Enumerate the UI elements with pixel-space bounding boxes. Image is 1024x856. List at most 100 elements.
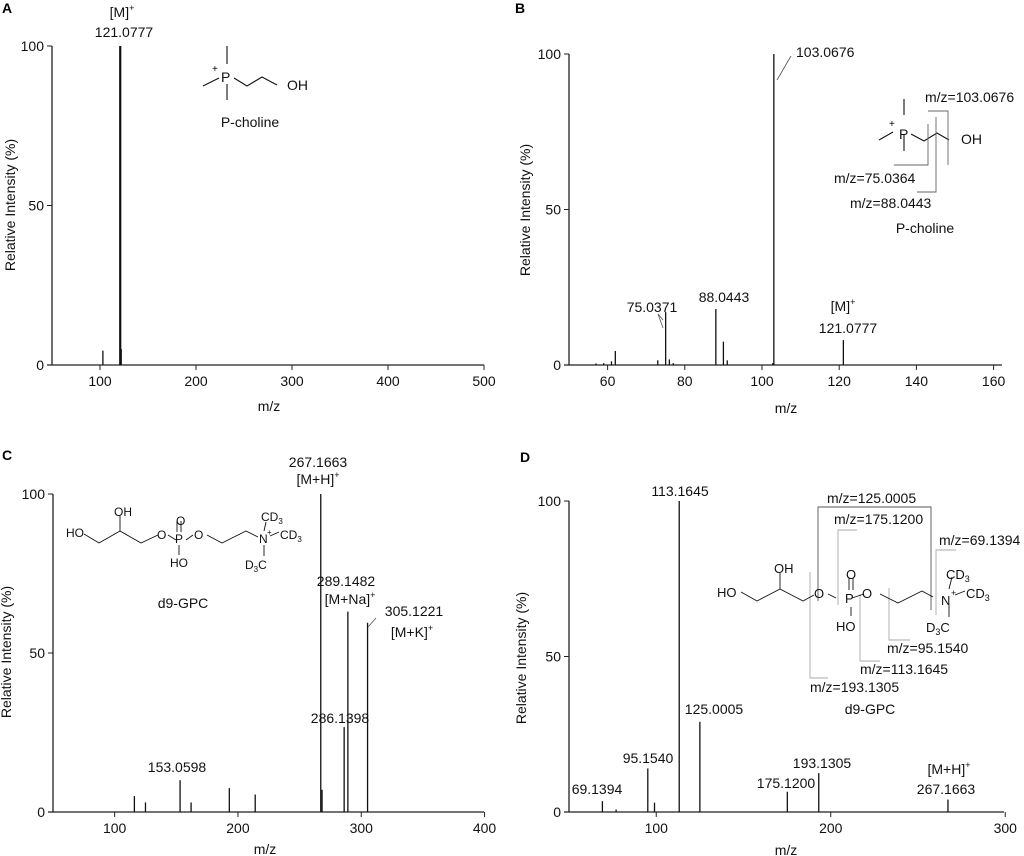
panel-letter-c: C: [2, 447, 12, 463]
panel-letter-a: A: [2, 0, 12, 16]
y-tick-label: 100: [538, 46, 562, 62]
y-axis-label-c: Relative Intensity (%): [0, 586, 14, 718]
y-tick-label: 100: [22, 486, 46, 502]
fragment-label-75-b: m/z=75.0364: [834, 170, 916, 186]
svg-text:OH: OH: [774, 561, 794, 576]
fragment-label-125-d: m/z=125.0005: [827, 490, 916, 506]
fragment-brackets-d: [809, 506, 956, 679]
svg-text:CD3: CD3: [261, 510, 283, 526]
spectrum-panel-a: 0 50 100 100 200 300 400 500: [21, 38, 496, 389]
compound-label-a: P-choline: [221, 114, 280, 130]
y-tick-label: 0: [37, 804, 45, 820]
leader-line-103-b: [776, 55, 792, 81]
peak-label-95-d: 95.1540: [623, 750, 674, 766]
fragment-label-88-b: m/z=88.0443: [850, 195, 932, 211]
fragment-label-95-d: m/z=95.1540: [887, 640, 969, 656]
peak-label-75-b: 75.0371: [627, 299, 678, 315]
y-tick-label: 50: [545, 202, 561, 218]
compound-label-c: d9-GPC: [158, 595, 209, 611]
x-axis-label-b: m/z: [775, 400, 798, 416]
peak-label-289-c: 289.1482: [317, 573, 376, 589]
p-choline-structure-b: [878, 99, 950, 151]
spectrum-panel-b: 0 50 100 60 80 100 120 140 160: [538, 46, 1006, 389]
svg-text:P: P: [845, 591, 854, 606]
svg-text:HO: HO: [717, 585, 737, 600]
fragment-label-175-d: m/z=175.1200: [834, 511, 923, 527]
leader-line-305-c: [367, 617, 377, 628]
d9-gpc-atoms-d: HO OH O O P O HO N + CD3 CD3 D3C: [717, 561, 990, 637]
x-tick-label: 100: [103, 820, 127, 836]
peak-label-ion-b: [M]+: [831, 297, 856, 314]
peak-label-286-c: 286.1398: [311, 710, 370, 726]
x-tick-label: 100: [88, 373, 112, 389]
x-tick-label: 300: [994, 820, 1018, 836]
compound-label-b: P-choline: [896, 220, 955, 236]
peak-label-305-c: 305.1221: [385, 603, 444, 619]
peak-label-mh-d: [M+H]+: [928, 760, 971, 777]
svg-text:+: +: [267, 528, 272, 537]
charge-plus-b: +: [889, 119, 895, 130]
x-axis-label-a: m/z: [258, 398, 281, 414]
y-tick-label: 100: [21, 38, 45, 54]
x-axis-label-c: m/z: [254, 841, 277, 856]
x-tick-label: 100: [750, 373, 774, 389]
peak-label-153-c: 153.0598: [148, 759, 207, 775]
y-tick-label: 0: [36, 357, 44, 373]
x-tick-label: 400: [376, 373, 400, 389]
panel-letter-d: D: [520, 449, 530, 465]
svg-text:+: +: [951, 588, 956, 598]
x-tick-label: 200: [226, 820, 250, 836]
fragment-label-193-d: m/z=193.1305: [810, 679, 899, 695]
d9-gpc-structure-c: [83, 515, 280, 556]
x-tick-label: 160: [982, 373, 1006, 389]
svg-text:HO: HO: [836, 619, 856, 634]
y-axis-label-b: Relative Intensity (%): [517, 144, 533, 276]
x-tick-label: 80: [677, 373, 693, 389]
x-tick-label: 200: [184, 373, 208, 389]
compound-label-d: d9-GPC: [845, 701, 896, 717]
spectrum-panel-c: 0 50 100 100 200 300 400: [22, 486, 497, 836]
phosphorus-atom-b: P: [899, 126, 908, 142]
x-tick-label: 400: [473, 820, 497, 836]
x-tick-label: 500: [472, 373, 496, 389]
svg-text:OH: OH: [114, 505, 132, 519]
fragment-label-113-d: m/z=113.1645: [860, 661, 948, 677]
d9-gpc-atoms-c: HO OH O O P O HO N + CD3 CD3 D3C: [66, 505, 302, 574]
svg-text:O: O: [862, 586, 872, 601]
svg-text:O: O: [846, 567, 856, 582]
fragment-label-69-d: m/z=69.1394: [939, 532, 1021, 548]
svg-text:CD3: CD3: [946, 567, 970, 584]
x-tick-label: 140: [905, 373, 929, 389]
hydroxyl-b: OH: [961, 131, 982, 147]
y-tick-label: 50: [28, 198, 44, 214]
p-choline-structure-a: [202, 46, 278, 100]
peak-label-69-d: 69.1394: [572, 781, 623, 797]
peak-label-ion-a: [M]+: [110, 3, 135, 20]
phosphorus-atom-a: P: [221, 69, 230, 85]
peak-label-125-d: 125.0005: [685, 701, 744, 717]
peak-label-175-d: 175.1200: [757, 775, 816, 791]
y-tick-label: 50: [545, 649, 561, 665]
y-tick-label: 50: [29, 645, 45, 661]
fragment-label-103-b: m/z=103.0676: [925, 89, 1014, 105]
svg-text:N: N: [259, 532, 268, 546]
svg-text:N: N: [941, 593, 950, 608]
peak-label-267-c: 267.1663: [289, 454, 348, 470]
leader-line-75-b-tail: [657, 313, 664, 321]
x-tick-label: 120: [828, 373, 852, 389]
svg-text:CD3: CD3: [280, 528, 302, 544]
y-axis-label-a: Relative Intensity (%): [2, 139, 18, 271]
svg-text:D3C: D3C: [926, 620, 950, 637]
peak-label-mk-c: [M+K]+: [391, 623, 433, 640]
x-axis-label-d: m/z: [775, 842, 798, 856]
spectrum-panel-d: 0 50 100 100 200 300: [538, 493, 1018, 836]
charge-plus-a: +: [212, 64, 218, 75]
svg-text:D3C: D3C: [245, 558, 267, 574]
leader-line-75-b: [657, 313, 664, 329]
d9-gpc-structure-d: [740, 573, 966, 617]
hydroxyl-a: OH: [287, 77, 308, 93]
y-tick-label: 0: [553, 804, 561, 820]
peak-label-mh-c: [M+H]+: [297, 470, 340, 487]
x-tick-label: 200: [819, 820, 843, 836]
